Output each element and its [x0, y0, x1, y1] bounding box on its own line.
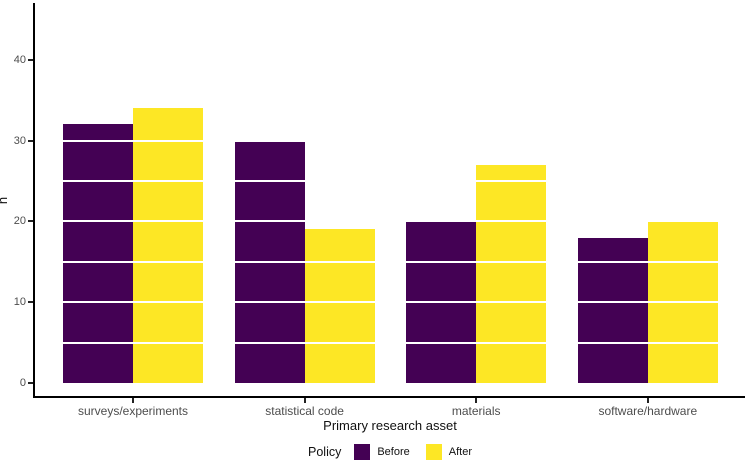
gridline-35 [35, 99, 745, 102]
legend: Policy Before After [35, 444, 745, 460]
y-axis-title: n [0, 197, 10, 204]
y-tick-label-20: 20 [13, 215, 26, 228]
x-tick-label-3: materials [451, 404, 501, 418]
bar-after-3 [476, 164, 547, 383]
y-tick-label-0: 0 [19, 377, 26, 389]
y-tick-30 [28, 139, 33, 142]
legend-swatch-after [425, 444, 442, 460]
gridline-20 [35, 220, 745, 223]
x-tick-label-4: software/hardware [598, 404, 698, 418]
gridline-15 [35, 260, 745, 263]
bar-before-1 [63, 124, 133, 383]
gridline-10 [35, 301, 745, 304]
gridline-5 [35, 341, 745, 344]
gridline-25 [35, 180, 745, 182]
x-axis-title: Primary research asset [323, 418, 457, 433]
legend-label-after: After [448, 446, 472, 458]
legend-swatch-before [354, 444, 371, 460]
bar-after-2 [304, 229, 375, 383]
x-tick-3 [475, 398, 478, 403]
y-tick-label-10: 10 [13, 296, 26, 309]
gridline-30 [35, 139, 745, 142]
y-tick-20 [28, 220, 33, 223]
x-axis-line [33, 396, 745, 398]
legend-title: Policy [308, 445, 342, 459]
y-tick-10 [28, 301, 33, 304]
gridline-45 [35, 18, 745, 21]
legend-item-before: Before [354, 444, 410, 460]
y-tick-0 [28, 382, 33, 384]
x-tick-2 [303, 398, 306, 403]
x-tick-label-1: surveys/experiments [77, 404, 189, 418]
y-tick-label-40: 40 [13, 53, 26, 66]
legend-item-after: After [425, 444, 472, 460]
bar-after-1 [133, 108, 203, 383]
gridline-40 [35, 58, 745, 61]
bar-before-4 [577, 237, 648, 383]
x-tick-label-2: statistical code [265, 404, 344, 418]
x-tick-1 [132, 398, 134, 403]
y-axis-line [33, 3, 35, 398]
y-tick-40 [28, 58, 33, 61]
legend-items: Before After [354, 444, 472, 460]
y-tick-label-30: 30 [13, 134, 26, 147]
legend-label-before: Before [377, 446, 410, 458]
x-tick-4 [646, 398, 649, 403]
